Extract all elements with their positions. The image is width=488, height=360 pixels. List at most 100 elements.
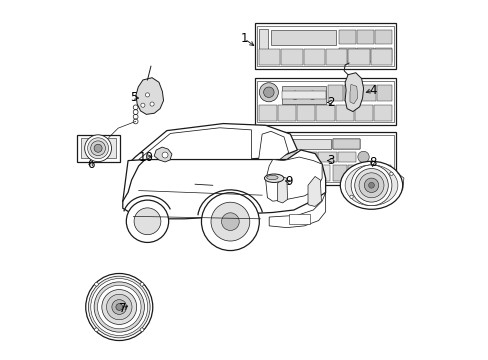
Bar [347, 49, 369, 65]
Circle shape [87, 138, 108, 159]
Bar [347, 165, 361, 181]
Bar [354, 105, 372, 121]
Circle shape [349, 195, 352, 198]
Circle shape [364, 178, 378, 193]
Circle shape [102, 289, 137, 324]
Bar [325, 49, 346, 65]
Circle shape [84, 135, 111, 162]
Circle shape [221, 213, 239, 230]
Polygon shape [258, 131, 288, 159]
Bar [298, 152, 316, 162]
Bar [77, 135, 119, 162]
Text: 6: 6 [87, 158, 95, 171]
Circle shape [308, 91, 316, 99]
Polygon shape [136, 78, 163, 114]
Bar [332, 139, 359, 149]
Ellipse shape [266, 175, 278, 180]
Text: 2: 2 [326, 96, 334, 109]
Bar [332, 139, 359, 149]
Polygon shape [269, 192, 325, 228]
Bar [356, 30, 373, 44]
Polygon shape [345, 73, 363, 112]
Bar [278, 105, 296, 121]
Bar [270, 139, 330, 149]
Circle shape [91, 279, 147, 336]
Circle shape [126, 200, 168, 242]
Polygon shape [265, 157, 322, 201]
Circle shape [358, 173, 383, 198]
Circle shape [134, 208, 161, 235]
Bar [318, 152, 336, 162]
Bar [335, 105, 353, 121]
Polygon shape [131, 123, 297, 161]
Bar [278, 152, 297, 162]
Bar [376, 85, 391, 101]
Circle shape [150, 102, 154, 106]
Bar [338, 48, 355, 62]
Polygon shape [277, 176, 287, 203]
Circle shape [145, 93, 149, 97]
Bar [258, 139, 269, 149]
Circle shape [350, 165, 391, 206]
Bar [344, 85, 359, 101]
Ellipse shape [340, 161, 402, 209]
Bar [316, 105, 334, 121]
Bar [255, 23, 395, 69]
Circle shape [290, 91, 299, 99]
Circle shape [368, 183, 374, 188]
Circle shape [95, 282, 98, 286]
Circle shape [106, 294, 132, 320]
Polygon shape [139, 128, 251, 159]
Bar [257, 135, 393, 183]
Bar [259, 105, 277, 121]
Bar [303, 49, 324, 65]
Circle shape [91, 141, 105, 156]
Ellipse shape [345, 165, 397, 206]
Bar [288, 214, 309, 224]
Text: 3: 3 [326, 154, 334, 167]
Bar [356, 48, 373, 62]
Bar [255, 132, 395, 185]
Circle shape [263, 87, 273, 98]
Bar [257, 26, 393, 66]
Bar [374, 30, 391, 44]
Polygon shape [349, 84, 357, 104]
Bar [297, 105, 315, 121]
Circle shape [94, 282, 144, 332]
Circle shape [210, 202, 249, 241]
Circle shape [140, 282, 143, 286]
Bar [257, 81, 393, 122]
Polygon shape [307, 176, 321, 207]
Circle shape [95, 328, 98, 332]
Bar [258, 29, 268, 54]
Bar [258, 165, 329, 181]
Circle shape [116, 303, 122, 310]
Text: 4: 4 [369, 84, 376, 96]
Circle shape [88, 276, 150, 338]
Bar [259, 152, 277, 162]
Bar [281, 49, 302, 65]
Text: 7: 7 [119, 302, 126, 315]
Ellipse shape [264, 174, 283, 183]
Circle shape [112, 300, 126, 314]
Circle shape [389, 172, 392, 175]
Circle shape [357, 151, 368, 163]
Circle shape [354, 168, 387, 202]
Text: 5: 5 [129, 91, 137, 104]
Circle shape [201, 193, 259, 251]
Text: 10: 10 [138, 150, 153, 163]
Bar [327, 85, 343, 101]
Circle shape [140, 328, 143, 332]
Bar [370, 49, 391, 65]
Circle shape [162, 152, 168, 158]
Bar [337, 152, 356, 162]
Circle shape [259, 83, 278, 102]
Circle shape [97, 285, 141, 329]
Polygon shape [122, 150, 325, 219]
Bar [81, 138, 115, 158]
Text: 1: 1 [240, 32, 248, 45]
Bar [332, 165, 346, 181]
Polygon shape [154, 147, 172, 162]
Bar [374, 48, 391, 62]
Bar [373, 105, 391, 121]
